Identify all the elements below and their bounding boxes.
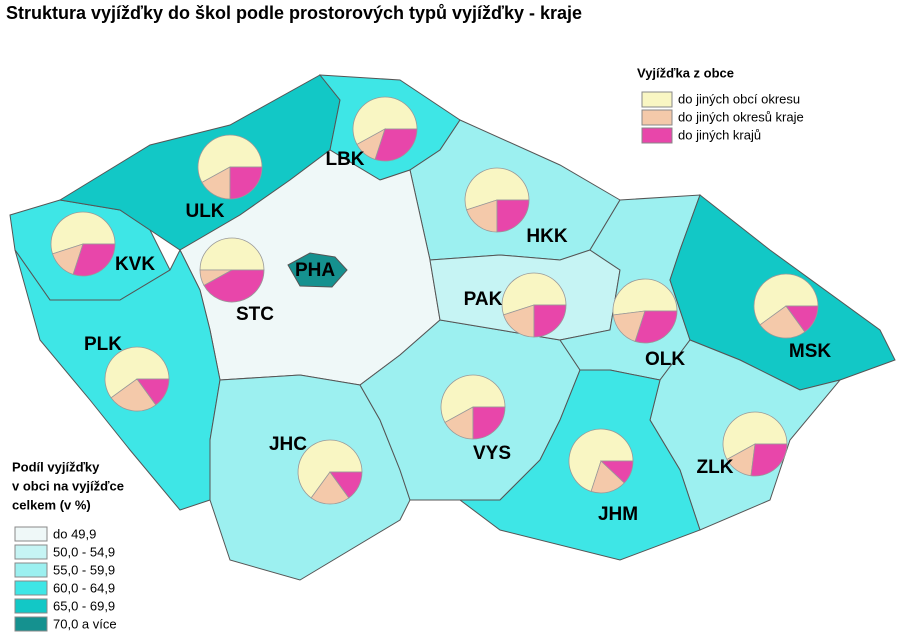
pie-slice (310, 471, 350, 505)
pies (50, 96, 819, 505)
labels: KVK ULK LBK HKK STC PHA PLK JHC VYS PAK OLK MSK ZLK J… (84, 149, 831, 525)
pie-slice (50, 211, 116, 255)
pie-slice (466, 199, 498, 233)
legend-swatch (14, 562, 48, 578)
pie-slice (599, 460, 634, 484)
pie-slice (297, 439, 363, 499)
pie-slice (104, 346, 170, 399)
map-title: Struktura vyjížďky do škol podle prostor… (6, 3, 582, 23)
class-legend-title: Podíl vyjížďky (12, 459, 100, 474)
pie-slice (634, 310, 678, 344)
class-legend-title: v obci na vyjížďce (12, 478, 124, 493)
legend-label: do 49,9 (53, 526, 96, 541)
pie-slice (329, 471, 363, 499)
region-code: PHA (295, 260, 335, 281)
legend-swatch (14, 580, 48, 596)
pie-slice (496, 199, 530, 233)
legend-swatch (641, 91, 673, 108)
legend-swatch (641, 109, 673, 126)
legend-swatch (14, 526, 48, 542)
pie-slice (72, 243, 116, 277)
legend-label: 50,0 - 54,9 (53, 544, 115, 559)
pie-slice (352, 96, 418, 145)
pie-legend-title: Vyjížďka z obce (637, 65, 734, 80)
region-code: STC (236, 304, 274, 325)
region-code: JHC (269, 434, 307, 455)
legend-label: do jiných krajů (678, 127, 761, 142)
pie-slice (501, 272, 567, 316)
pie-slice (197, 134, 263, 183)
class-legend-title: celkem (v %) (12, 497, 91, 512)
region-code: PAK (464, 289, 503, 310)
pie-slice (203, 269, 265, 303)
legend-swatch (14, 598, 48, 614)
pie-slice (722, 411, 788, 460)
pie-slice (110, 378, 157, 412)
region-code: ULK (185, 201, 224, 222)
pie-slice (533, 304, 567, 338)
legend-label: 65,0 - 69,9 (53, 598, 115, 613)
legend-swatch (641, 127, 673, 144)
pie-slice (785, 305, 819, 333)
pie-slice (229, 166, 263, 200)
legend-label: do jiných obcí okresu (678, 91, 800, 106)
region-code: KVK (115, 254, 155, 275)
region-code: JHM (598, 504, 638, 525)
pie-slice (753, 273, 819, 326)
legend-label: do jiných okresů kraje (678, 109, 804, 124)
pie-slice (503, 304, 535, 338)
legend-swatch (14, 616, 48, 632)
legend-label: 60,0 - 64,9 (53, 580, 115, 595)
pie-slice (568, 428, 634, 492)
region-code: MSK (789, 341, 832, 362)
pie-slice (136, 378, 170, 406)
pie-slice (472, 406, 506, 440)
region-code: OLK (645, 349, 685, 370)
region (287, 252, 348, 288)
pie-slice (612, 278, 678, 316)
legend-label: 55,0 - 59,9 (53, 562, 115, 577)
region-code: HKK (526, 226, 567, 247)
pie-slice (759, 305, 806, 339)
region-code: LBK (325, 149, 364, 170)
region-code: PLK (84, 334, 122, 355)
pie-slice (750, 443, 788, 477)
legend-swatch (14, 544, 48, 560)
region-code: ZLK (697, 457, 734, 478)
pie-slice (440, 374, 506, 423)
region-code: VYS (473, 443, 511, 464)
pie-slice (199, 237, 265, 271)
pie-slice (374, 128, 418, 162)
pie-slice (464, 167, 530, 211)
legend-label: 70,0 a více (53, 616, 117, 631)
